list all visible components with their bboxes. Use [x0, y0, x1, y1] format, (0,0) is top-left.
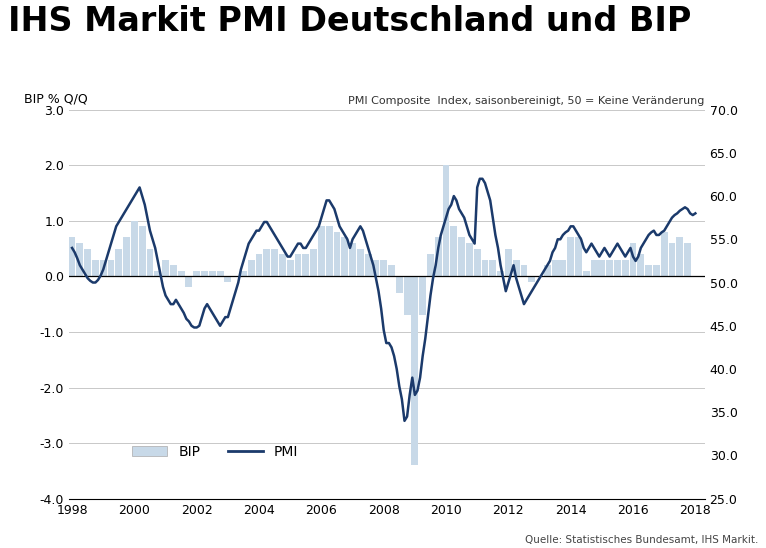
Bar [100, 260, 106, 276]
Bar [512, 260, 519, 276]
Bar [466, 243, 473, 276]
Legend: BIP, PMI: BIP, PMI [126, 439, 303, 465]
Bar [505, 249, 512, 276]
Bar [318, 226, 325, 276]
Bar [264, 249, 270, 276]
Bar [349, 243, 356, 276]
Bar [333, 232, 340, 276]
Bar [497, 271, 504, 276]
Bar [279, 254, 286, 276]
Bar [676, 237, 683, 276]
Bar [357, 249, 364, 276]
Bar [77, 243, 83, 276]
Bar [521, 265, 527, 276]
Bar [256, 254, 263, 276]
Bar [474, 249, 480, 276]
Bar [224, 276, 231, 282]
Bar [326, 226, 332, 276]
Bar [411, 276, 418, 465]
Bar [614, 260, 621, 276]
Bar [146, 249, 153, 276]
Bar [107, 260, 114, 276]
Bar [388, 265, 395, 276]
Bar [645, 265, 652, 276]
Bar [380, 260, 387, 276]
Bar [435, 237, 442, 276]
Bar [427, 254, 434, 276]
Bar [310, 249, 317, 276]
Bar [568, 237, 574, 276]
Bar [201, 271, 208, 276]
Bar [482, 260, 489, 276]
Bar [598, 260, 605, 276]
Bar [92, 260, 99, 276]
Bar [84, 249, 91, 276]
Bar [209, 271, 216, 276]
Bar [139, 226, 146, 276]
Bar [544, 265, 551, 276]
Bar [217, 271, 224, 276]
Bar [443, 165, 450, 276]
Bar [303, 254, 309, 276]
Bar [185, 276, 192, 288]
Text: BIP % Q/Q: BIP % Q/Q [25, 93, 88, 106]
Bar [178, 271, 185, 276]
Bar [193, 271, 200, 276]
Bar [240, 271, 247, 276]
Bar [123, 237, 130, 276]
Bar [69, 237, 76, 276]
Bar [661, 232, 668, 276]
Bar [170, 265, 177, 276]
Bar [669, 243, 676, 276]
Bar [162, 260, 169, 276]
Text: Quelle: Statistisches Bundesamt, IHS Markit.: Quelle: Statistisches Bundesamt, IHS Mar… [525, 535, 758, 545]
Bar [575, 237, 582, 276]
Bar [591, 260, 597, 276]
Bar [450, 226, 457, 276]
Bar [630, 243, 637, 276]
Bar [489, 260, 496, 276]
Bar [458, 237, 465, 276]
Text: PMI Composite  Index, saisonbereinigt, 50 = Keine Veränderung: PMI Composite Index, saisonbereinigt, 50… [349, 96, 705, 106]
Bar [404, 276, 411, 315]
Bar [552, 260, 558, 276]
Bar [529, 276, 535, 282]
Bar [372, 260, 379, 276]
Bar [248, 260, 254, 276]
Bar [559, 260, 566, 276]
Bar [583, 271, 590, 276]
Bar [286, 260, 293, 276]
Bar [653, 265, 660, 276]
Bar [342, 237, 349, 276]
Bar [295, 254, 302, 276]
Bar [116, 249, 123, 276]
Bar [271, 249, 278, 276]
Bar [622, 260, 629, 276]
Bar [684, 243, 691, 276]
Bar [154, 271, 161, 276]
Bar [419, 276, 426, 315]
Bar [396, 276, 403, 293]
Text: IHS Markit PMI Deutschland und BIP: IHS Markit PMI Deutschland und BIP [8, 5, 691, 38]
Bar [606, 260, 613, 276]
Bar [131, 221, 138, 276]
Bar [637, 254, 644, 276]
Bar [365, 254, 372, 276]
